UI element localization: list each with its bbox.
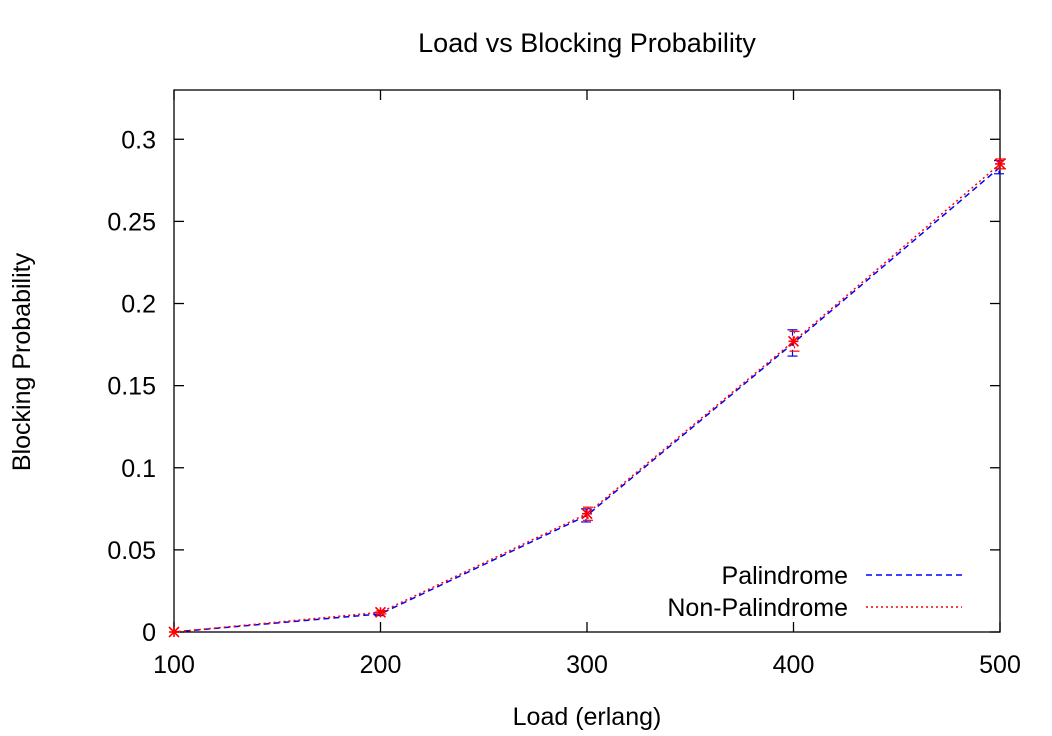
- plot-area: 0 0.05 0.1 0.15 0.2 0.25 0.3 100 200 300 400 500: [107, 89, 1021, 679]
- legend-label: Palindrome: [722, 562, 848, 590]
- data-point-marker: [787, 335, 800, 347]
- y-tick-label: 0.3: [121, 126, 156, 154]
- data-point-marker: [994, 158, 1006, 170]
- x-tick-label: 500: [979, 651, 1021, 679]
- x-axis-label: Load (erlang): [513, 703, 662, 731]
- data-point-marker: [168, 626, 180, 638]
- y-tick-label: 0.1: [121, 455, 156, 483]
- x-tick-label: 200: [360, 651, 402, 679]
- plot-frame: [173, 89, 1001, 633]
- x-tick-label: 300: [566, 651, 608, 679]
- series-line-non-palindrome: [173, 163, 1001, 633]
- y-tick-label: 0.25: [107, 208, 156, 236]
- y-tick-label: 0.05: [107, 537, 156, 565]
- legend-label: Non-Palindrome: [667, 594, 848, 622]
- y-axis-label: Blocking Probability: [8, 252, 36, 471]
- data-point-marker: [581, 508, 593, 520]
- y-tick-label: 0.2: [121, 291, 156, 319]
- chart-title: Load vs Blocking Probability: [418, 28, 756, 58]
- y-tick-label: 0: [142, 619, 156, 647]
- x-tick-label: 400: [773, 651, 815, 679]
- legend: Palindrome Non-Palindrome: [667, 562, 962, 622]
- y-tick-label: 0.15: [107, 373, 156, 401]
- x-tick-label: 100: [153, 651, 195, 679]
- series-line-palindrome: [173, 166, 1001, 633]
- data-point-marker: [374, 606, 387, 618]
